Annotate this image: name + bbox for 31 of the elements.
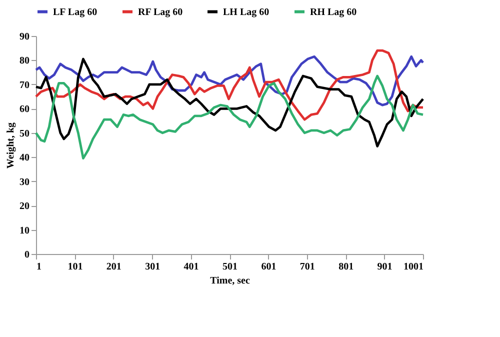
y-tick-label: 20 [20, 201, 30, 212]
x-tick-label: 1001 [404, 262, 424, 272]
x-tick-label: 701 [300, 262, 315, 272]
y-tick-label: 80 [20, 56, 30, 67]
legend-label: LF Lag 60 [53, 6, 98, 18]
x-tick-label: 1 [36, 262, 42, 272]
x-tick-label: 201 [106, 262, 122, 272]
legend-label: RH Lag 60 [310, 6, 357, 18]
y-tick-label: 30 [20, 176, 30, 188]
x-tick-label: 501 [222, 262, 238, 272]
y-tick-label: 90 [20, 32, 30, 42]
x-tick-label: 601 [261, 262, 276, 272]
x-tick-label: 801 [338, 262, 354, 272]
line-series [34, 49, 424, 121]
y-tick-label: 10 [20, 225, 30, 236]
y-tick-label: 50 [20, 128, 30, 140]
x-tick-label: 101 [68, 262, 83, 272]
y-tick-label: 40 [20, 152, 30, 164]
y-tick-label: 70 [20, 80, 30, 91]
y-axis-title: Weight, kg [6, 122, 16, 169]
y-tick-label: 0 [24, 250, 30, 260]
line-series [34, 58, 424, 148]
legend-label: RF Lag 60 [138, 6, 183, 18]
x-tick-label: 401 [184, 262, 199, 272]
x-tick-label: 301 [145, 262, 160, 272]
legend-label: LH Lag 60 [223, 6, 270, 18]
line-series [34, 74, 424, 160]
x-axis-title: Time, sec [210, 276, 250, 286]
line-series [34, 55, 424, 106]
y-tick-label: 60 [20, 104, 30, 116]
x-tick-label: 901 [377, 262, 392, 272]
